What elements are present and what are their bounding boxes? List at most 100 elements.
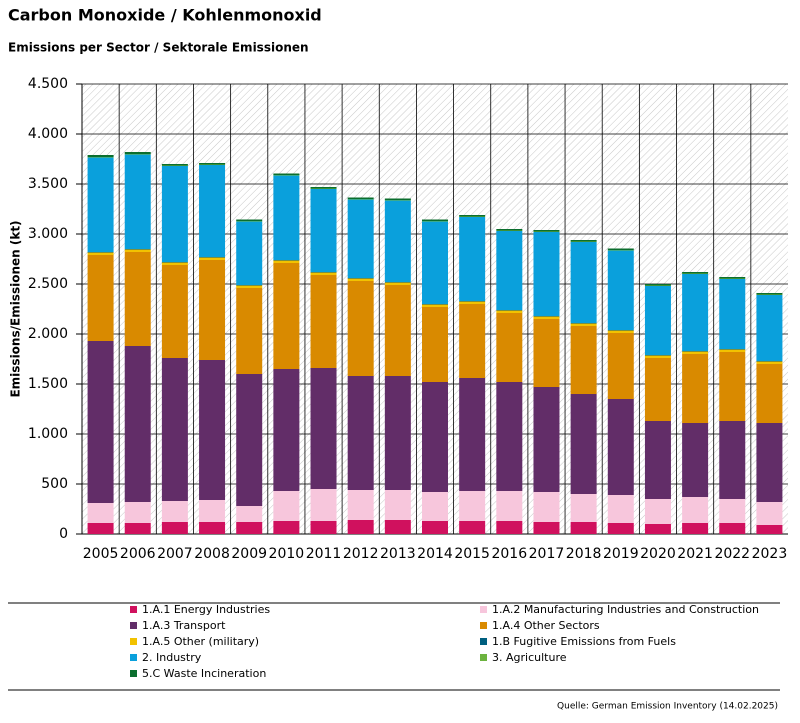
bar-segment: [347, 199, 374, 278]
legend-label: 5.C Waste Incineration: [142, 667, 266, 680]
bar-segment: [273, 260, 300, 261]
bar-segment: [533, 230, 560, 232]
bar-segment: [347, 278, 374, 279]
legend-swatch: [480, 654, 487, 661]
bar-segment: [496, 231, 523, 310]
bar-segment: [310, 189, 337, 272]
bar-segment: [496, 521, 523, 534]
x-tick-label: 2009: [231, 546, 267, 562]
y-tick-label: 500: [41, 476, 68, 492]
bar-segment: [87, 252, 114, 253]
bar-segment: [87, 341, 114, 503]
bar-segment: [644, 285, 671, 286]
bar-segment: [236, 221, 263, 285]
legend-label: 1.A.1 Energy Industries: [142, 603, 270, 616]
bar-segment: [570, 494, 597, 522]
bar-segment: [533, 522, 560, 534]
bar-segment: [87, 255, 114, 341]
bar-segment: [719, 349, 746, 352]
x-tick-label: 2008: [194, 546, 230, 562]
bar-segment: [756, 525, 783, 534]
bar-segment: [644, 421, 671, 499]
bar-segment: [87, 157, 114, 158]
bar-segment: [199, 163, 226, 165]
legend-swatch: [480, 622, 487, 629]
bar-segment: [459, 217, 486, 301]
bar-segment: [644, 524, 671, 534]
bar-segment: [124, 523, 151, 534]
x-tick-label: 2010: [269, 546, 305, 562]
bar-segment: [422, 304, 448, 305]
y-tick-label: 1.000: [28, 426, 68, 442]
bar-segment: [124, 249, 151, 250]
bar-segment: [459, 304, 486, 378]
bar-segment: [607, 248, 634, 250]
bar-segment: [607, 495, 634, 523]
bar-segment: [570, 323, 597, 324]
bar-segment: [682, 272, 709, 274]
bar-segment: [347, 278, 374, 281]
bar-segment: [199, 165, 226, 257]
legend-label: 1.A.2 Manufacturing Industries and Const…: [492, 603, 759, 616]
bar-segment: [87, 503, 114, 523]
bar-segment: [199, 500, 226, 522]
bar-segment: [236, 522, 263, 534]
bar-segment: [236, 219, 263, 221]
chart-title: Carbon Monoxide / Kohlenmonoxid: [8, 6, 322, 25]
bar-segment: [756, 295, 783, 361]
bar-segment: [161, 265, 188, 358]
bar-segment: [607, 250, 634, 251]
bar-segment: [607, 250, 634, 330]
bar-segment: [570, 240, 597, 242]
bar-segment: [570, 242, 597, 323]
bar-segment: [124, 152, 151, 154]
bar-segment: [87, 155, 114, 157]
bar-segment: [496, 382, 523, 491]
bar-segment: [310, 187, 337, 189]
bar-segment: [719, 499, 746, 523]
legend-label: 1.A.3 Transport: [142, 619, 226, 632]
bar-segment: [756, 423, 783, 502]
bar-segment: [384, 285, 411, 376]
y-axis-label: Emissions/Emissionen (kt): [9, 220, 23, 397]
bar-segment: [273, 175, 300, 176]
x-tick-label: 2018: [566, 546, 602, 562]
legend-label: 1.B Fugitive Emissions from Fuels: [492, 635, 676, 648]
bar-segment: [607, 333, 634, 399]
legend-swatch: [130, 670, 137, 677]
bar-segment: [644, 499, 671, 524]
bar-segment: [682, 351, 709, 352]
x-tick-label: 2015: [454, 546, 490, 562]
bar-segment: [496, 229, 523, 231]
y-tick-label: 4.000: [28, 126, 68, 142]
bar-segment: [422, 307, 448, 382]
bar-segment: [533, 231, 560, 232]
bar-segment: [422, 382, 448, 492]
x-tick-label: 2006: [120, 546, 156, 562]
bar-segment: [124, 154, 151, 155]
bar-segment: [310, 188, 337, 189]
bar-segment: [273, 263, 300, 369]
x-tick-label: 2005: [83, 546, 119, 562]
bar-segment: [719, 277, 746, 279]
bar-segment: [756, 361, 783, 362]
bar-segment: [384, 282, 411, 285]
legend-label: 1.A.5 Other (military): [142, 635, 259, 648]
bar-segment: [682, 423, 709, 497]
x-tick-label: 2007: [157, 546, 193, 562]
bar-segment: [273, 521, 300, 534]
bar-segment: [682, 497, 709, 523]
bar-segment: [644, 286, 671, 355]
bar-segment: [310, 368, 337, 489]
bar-segment: [384, 198, 411, 200]
legend-label: 1.A.4 Other Sectors: [492, 619, 600, 632]
bar-segment: [124, 154, 151, 249]
bar-segment: [347, 281, 374, 376]
bar-segment: [236, 285, 263, 288]
bar-segment: [347, 376, 374, 490]
x-tick-label: 2014: [417, 546, 453, 562]
x-tick-label: 2021: [677, 546, 713, 562]
bar-segment: [607, 330, 634, 331]
bar-segment: [161, 358, 188, 501]
